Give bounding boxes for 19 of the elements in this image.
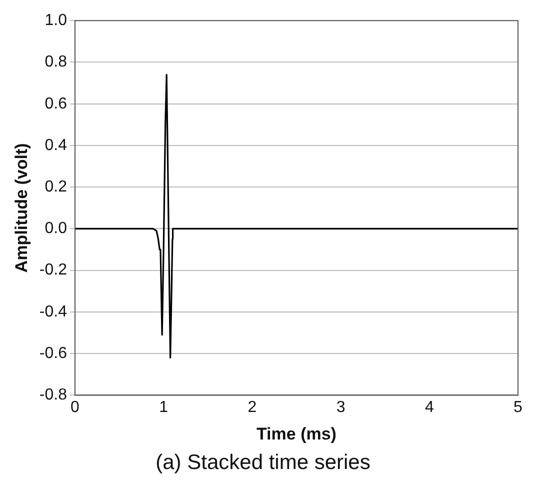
x-tick-label: 3 — [336, 399, 346, 416]
y-tick-label: -0.6 — [39, 344, 68, 362]
y-tick-label: -0.8 — [39, 386, 68, 404]
x-tick-label: 2 — [248, 399, 257, 416]
y-tick-label: 0.8 — [44, 54, 68, 71]
y-tick-label: -0.2 — [39, 262, 68, 279]
text: (a) Stacked time series — [156, 451, 370, 474]
y-tick-label: 1.0 — [44, 12, 68, 30]
y-tick-label: 0.0 — [44, 220, 68, 238]
y-tick-label: 0.2 — [44, 178, 68, 196]
x-tick-label: 1 — [159, 399, 168, 416]
x-tick-label: 5 — [514, 399, 523, 416]
y-axis-title: Amplitude (volt) — [12, 143, 31, 273]
y-tick-label: -0.4 — [39, 303, 68, 320]
x-axis-title: Time (ms) — [256, 424, 336, 444]
y-tick-label: 0.4 — [44, 136, 68, 154]
y-tick-label: 0.6 — [44, 95, 68, 112]
x-tick-label: 4 — [424, 399, 434, 416]
x-tick-label: 0 — [70, 399, 80, 416]
